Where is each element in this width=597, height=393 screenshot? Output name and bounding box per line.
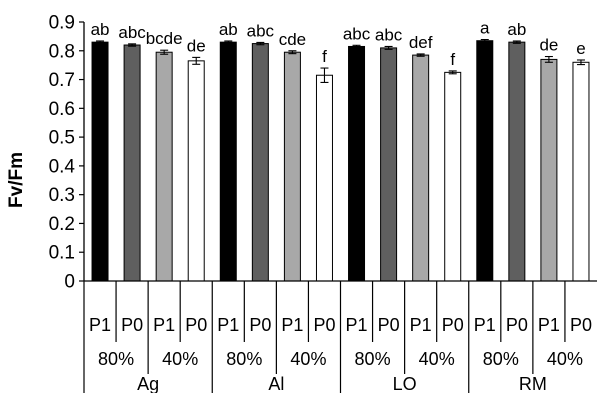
y-tick-label: 0.2 bbox=[49, 214, 75, 235]
bar bbox=[572, 61, 590, 282]
bar-category-label: P0 bbox=[442, 315, 464, 335]
y-tick-label: 0.3 bbox=[49, 185, 75, 206]
subgroup-label: 40% bbox=[290, 349, 326, 369]
bar bbox=[283, 51, 301, 282]
bar bbox=[444, 71, 462, 282]
bar-category-label: P0 bbox=[313, 315, 335, 335]
significance-label: ab bbox=[507, 20, 526, 39]
y-tick-label: 0.8 bbox=[49, 41, 75, 62]
subgroup-label: 80% bbox=[355, 349, 391, 369]
significance-label: de bbox=[187, 36, 206, 55]
bar bbox=[476, 40, 494, 282]
significance-label: ab bbox=[91, 20, 110, 39]
bar bbox=[123, 44, 141, 282]
bar bbox=[412, 54, 430, 282]
bar bbox=[508, 41, 526, 282]
bar-category-label: P0 bbox=[570, 315, 592, 335]
bar-category-label: P0 bbox=[378, 315, 400, 335]
group-label: Al bbox=[268, 374, 284, 393]
significance-label: de bbox=[539, 36, 558, 55]
y-tick-label: 0.7 bbox=[49, 70, 75, 91]
significance-label: cde bbox=[279, 30, 306, 49]
bar-category-label: P1 bbox=[410, 315, 432, 335]
bar bbox=[315, 74, 333, 282]
bar-category-label: P1 bbox=[346, 315, 368, 335]
significance-label: abc bbox=[375, 25, 403, 44]
y-axis: 0 0.1 0.2 0.3 0.4 0.5 0.6 0.7 0.8 0.9 bbox=[49, 13, 85, 293]
subgroup-label: 80% bbox=[98, 349, 134, 369]
significance-label: abc bbox=[343, 24, 371, 43]
group-label: LO bbox=[393, 374, 417, 393]
group-label: Ag bbox=[137, 374, 159, 393]
significance-label: f bbox=[450, 50, 455, 69]
y-tick-label: 0.6 bbox=[49, 99, 75, 120]
significance-label: e bbox=[576, 39, 585, 58]
bar-category-label: P1 bbox=[474, 315, 496, 335]
bar bbox=[251, 43, 269, 282]
subgroup-label: 40% bbox=[547, 349, 583, 369]
subgroup-label: 40% bbox=[162, 349, 198, 369]
bar-category-label: P0 bbox=[185, 315, 207, 335]
bar-category-label: P0 bbox=[121, 315, 143, 335]
significance-label: ab bbox=[219, 20, 238, 39]
y-tick-label: 0 bbox=[64, 272, 75, 293]
bar-category-label: P1 bbox=[217, 315, 239, 335]
bar bbox=[540, 58, 558, 282]
bar bbox=[91, 41, 109, 282]
y-tick-label: 0.9 bbox=[49, 13, 75, 34]
bar bbox=[219, 41, 237, 282]
bar-category-label: P0 bbox=[506, 315, 528, 335]
bar bbox=[348, 45, 366, 282]
group-label: RM bbox=[519, 374, 547, 393]
y-tick-label: 0.4 bbox=[49, 156, 76, 177]
bar-category-label: P1 bbox=[538, 315, 560, 335]
bar bbox=[155, 51, 173, 282]
bar-category-label: P1 bbox=[153, 315, 175, 335]
bar-category-label: P1 bbox=[281, 315, 303, 335]
bar-category-label: P0 bbox=[249, 315, 271, 335]
bar bbox=[380, 47, 398, 282]
significance-label: def bbox=[409, 33, 433, 52]
y-tick-label: 0.5 bbox=[49, 128, 75, 149]
significance-label: abc bbox=[247, 21, 275, 40]
bar-category-label: P1 bbox=[89, 315, 111, 335]
significance-label: bcde bbox=[146, 29, 183, 48]
bar bbox=[187, 60, 205, 282]
subgroup-label: 40% bbox=[419, 349, 455, 369]
y-axis-label: Fv/Fm bbox=[6, 152, 27, 208]
subgroup-label: 80% bbox=[226, 349, 262, 369]
significance-label: abc bbox=[118, 23, 146, 42]
significance-label: a bbox=[480, 19, 490, 38]
y-tick-label: 0.1 bbox=[49, 243, 75, 264]
significance-label: f bbox=[322, 47, 327, 66]
subgroup-label: 80% bbox=[483, 349, 519, 369]
